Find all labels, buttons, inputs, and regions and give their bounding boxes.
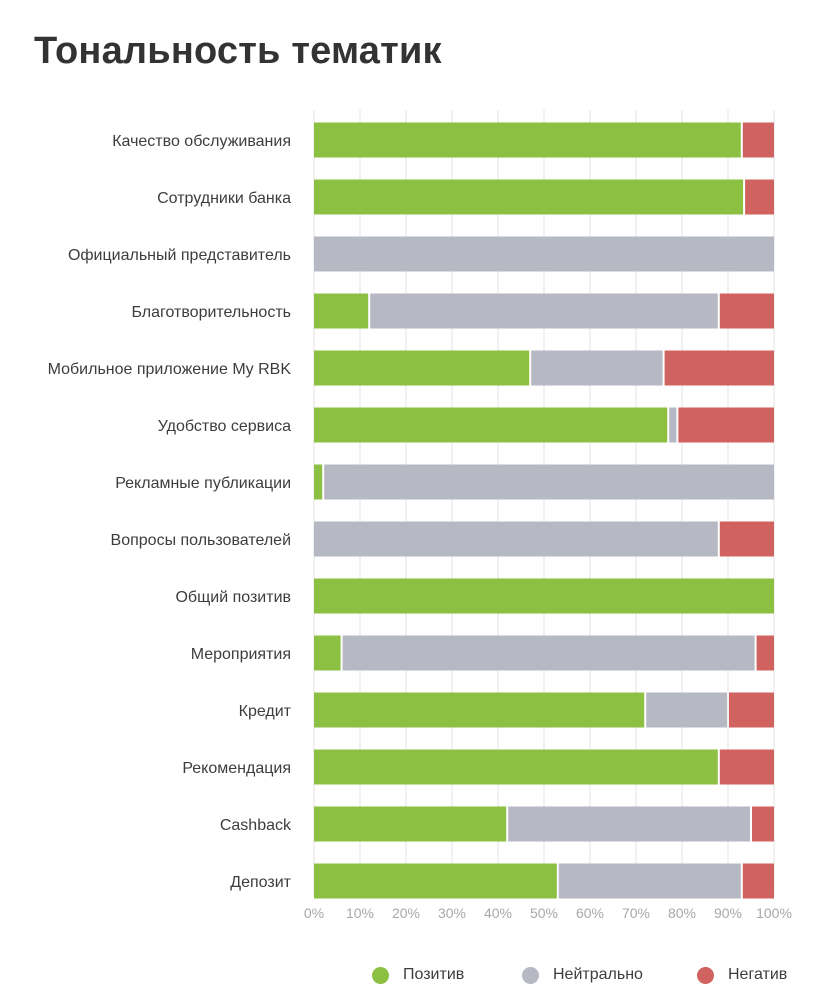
legend-item-neutral: Нейтрально — [522, 963, 643, 987]
bar-segment-negative — [745, 179, 774, 215]
bar-segment-positive — [314, 863, 557, 899]
legend-label-neutral: Нейтрально — [553, 966, 643, 983]
x-tick-label: 30% — [438, 905, 466, 921]
category-label: Вопросы пользователей — [111, 532, 291, 549]
neutral-dot-icon — [522, 966, 539, 984]
bar-segment-positive — [314, 464, 323, 500]
bar-segment-neutral — [646, 692, 727, 728]
category-label: Удобство сервиса — [158, 418, 291, 435]
x-tick-label: 20% — [392, 905, 420, 921]
x-tick-label: 70% — [622, 905, 650, 921]
bar-segment-negative — [719, 521, 774, 557]
bar-segment-neutral — [370, 293, 718, 329]
bar-segment-negative — [742, 122, 774, 158]
bar-segment-positive — [314, 635, 341, 671]
bar-segment-positive — [314, 407, 668, 443]
bar-segment-neutral — [342, 635, 755, 671]
category-label: Рекламные публикации — [115, 475, 291, 492]
bar-segment-neutral — [314, 236, 774, 272]
bar-segment-positive — [314, 749, 718, 785]
category-labels: Качество обслуживания Сотрудники банка Офи… — [48, 133, 292, 891]
bar-segment-positive — [314, 578, 774, 614]
legend-label-positive: Позитив — [403, 966, 465, 983]
category-label: Качество обслуживания — [112, 133, 291, 150]
negative-dot-icon — [697, 966, 714, 984]
legend-label-negative: Негатив — [728, 966, 788, 983]
bar-segment-neutral — [508, 806, 750, 842]
bar-segment-negative — [678, 407, 774, 443]
bar-segment-negative — [742, 863, 774, 899]
bar-segment-positive — [314, 179, 744, 215]
x-tick-label: 40% — [484, 905, 512, 921]
x-tick-label: 10% — [346, 905, 374, 921]
category-label: Кредит — [239, 703, 292, 720]
category-label: Мобильное приложение My RBK — [48, 361, 292, 378]
bar-segment-neutral — [558, 863, 741, 899]
legend-item-positive: Позитив — [372, 963, 464, 987]
bar-segment-negative — [664, 350, 774, 386]
bar-segment-neutral — [324, 464, 774, 500]
bar-segment-positive — [314, 122, 741, 158]
bar-segment-negative — [719, 293, 774, 329]
x-tick-labels: 0% 10% 20% 30% 40% 50% 60% 70% 80% 90% 100% — [304, 905, 792, 921]
bar-segment-neutral — [669, 407, 677, 443]
chart-title: Тональность тематик — [34, 30, 442, 72]
category-label: Рекомендация — [182, 760, 291, 777]
category-label: Официальный представитель — [68, 247, 291, 264]
category-label: Благотворительность — [131, 304, 291, 321]
bar-segment-neutral — [314, 521, 718, 557]
x-tick-label: 80% — [668, 905, 696, 921]
bar-segment-positive — [314, 350, 530, 386]
category-label: Общий позитив — [175, 589, 291, 606]
x-tick-label: 0% — [304, 905, 324, 921]
bar-segment-neutral — [531, 350, 663, 386]
category-label: Сотрудники банка — [157, 190, 291, 207]
stacked-bar-chart: Качество обслуживания Сотрудники банка Офи… — [48, 110, 792, 921]
bars — [314, 122, 774, 899]
positive-dot-icon — [372, 966, 389, 984]
x-tick-label: 60% — [576, 905, 604, 921]
bar-segment-negative — [719, 749, 774, 785]
category-label: Cashback — [220, 817, 292, 834]
bar-segment-negative — [729, 692, 774, 728]
category-label: Депозит — [230, 874, 291, 891]
category-label: Мероприятия — [191, 646, 291, 663]
legend-item-negative: Негатив — [697, 963, 787, 987]
x-tick-label: 100% — [756, 905, 792, 921]
bar-segment-negative — [752, 806, 774, 842]
bar-segment-positive — [314, 806, 507, 842]
bar-segment-negative — [756, 635, 774, 671]
bar-segment-positive — [314, 692, 645, 728]
x-tick-label: 50% — [530, 905, 558, 921]
bar-segment-positive — [314, 293, 369, 329]
x-tick-label: 90% — [714, 905, 742, 921]
